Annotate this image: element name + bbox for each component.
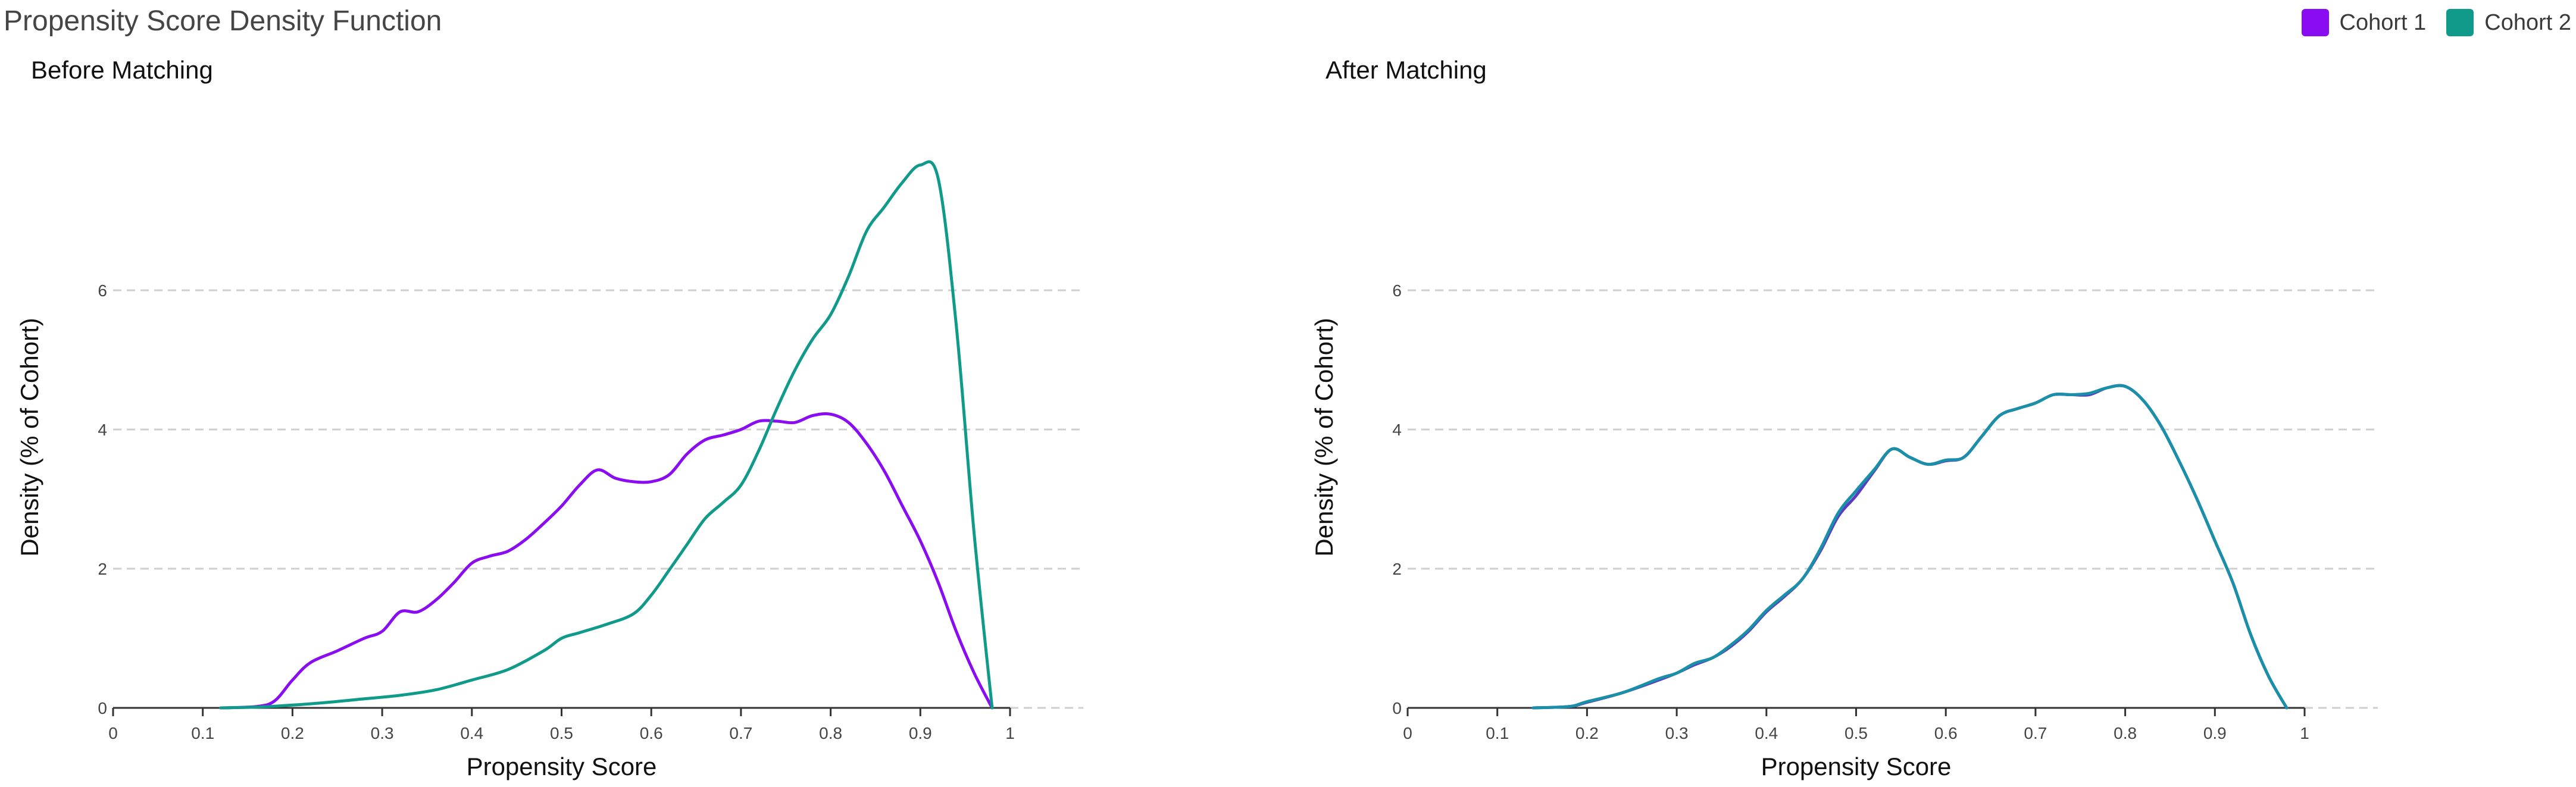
page-title: Propensity Score Density Function bbox=[4, 5, 442, 37]
x-tick-label: 0.7 bbox=[729, 724, 752, 742]
y-axis-title: Density (% of Cohort) bbox=[1310, 318, 1338, 556]
x-tick-label: 0.7 bbox=[2024, 724, 2047, 742]
x-tick-label: 0.3 bbox=[1665, 724, 1689, 742]
y-tick-label: 2 bbox=[1392, 560, 1402, 578]
series-line-cohort-1 bbox=[1531, 384, 2289, 710]
x-tick-label: 1 bbox=[2300, 724, 2309, 742]
x-tick-label: 0.3 bbox=[371, 724, 394, 742]
y-tick-label: 0 bbox=[98, 699, 107, 717]
x-axis-title: Propensity Score bbox=[1761, 752, 1952, 780]
legend: Cohort 1 Cohort 2 bbox=[2301, 5, 2571, 40]
y-tick-label: 0 bbox=[1392, 699, 1402, 717]
legend-label: Cohort 1 bbox=[2339, 10, 2427, 35]
chart-plot: 0 2 4 6 0 0.1 0.2 0.3 0.4 0.5 0.6 0.7 0.8 0.9 1 Propens… bbox=[1310, 281, 2378, 780]
x-axis-title: Propensity Score bbox=[467, 752, 657, 780]
x-tick-label: 0.4 bbox=[1755, 724, 1778, 742]
x-tick-label: 0.6 bbox=[640, 724, 663, 742]
chart-after-matching: After Matching 0 2 4 6 0 0.1 0.2 0.3 0.4 0.5 0.6 0.… bbox=[1295, 0, 2576, 787]
x-tick-label: 0.9 bbox=[909, 724, 932, 742]
x-tick-label: 0.8 bbox=[2114, 724, 2137, 742]
x-tick-label: 0 bbox=[1403, 724, 1412, 742]
y-axis-title: Density (% of Cohort) bbox=[15, 318, 43, 556]
panel-title: After Matching bbox=[1325, 56, 1487, 84]
y-tick-label: 4 bbox=[1392, 421, 1402, 439]
series-line-cohort-2 bbox=[219, 160, 994, 710]
y-tick-label: 6 bbox=[98, 281, 107, 300]
legend-label: Cohort 2 bbox=[2484, 10, 2571, 35]
x-tick-label: 0 bbox=[108, 724, 118, 742]
x-tick-label: 0.8 bbox=[819, 724, 842, 742]
series-line-cohort-1 bbox=[219, 412, 994, 710]
x-tick-label: 0.4 bbox=[460, 724, 483, 742]
x-tick-label: 0.5 bbox=[550, 724, 573, 742]
legend-swatch-cohort-1 bbox=[2301, 9, 2329, 36]
legend-item-cohort-2[interactable]: Cohort 2 bbox=[2446, 9, 2571, 36]
x-tick-label: 0.1 bbox=[191, 724, 214, 742]
y-tick-label: 4 bbox=[98, 421, 107, 439]
x-tick-label: 0.5 bbox=[1845, 724, 1868, 742]
legend-item-cohort-1[interactable]: Cohort 1 bbox=[2301, 9, 2427, 36]
x-tick-label: 0.2 bbox=[1575, 724, 1599, 742]
chart-plot: 0 2 4 6 0 0.1 0.2 0.3 0.4 0.5 0.6 0.7 0.8 0.9 1 Propens… bbox=[15, 160, 1083, 780]
panel-title: Before Matching bbox=[31, 56, 213, 84]
x-tick-label: 0.2 bbox=[281, 724, 304, 742]
series-line-cohort-2 bbox=[1531, 384, 2289, 710]
x-tick-label: 0.9 bbox=[2203, 724, 2227, 742]
y-tick-label: 2 bbox=[98, 560, 107, 578]
x-tick-label: 1 bbox=[1005, 724, 1015, 742]
x-tick-label: 0.6 bbox=[1934, 724, 1958, 742]
legend-swatch-cohort-2 bbox=[2446, 9, 2474, 36]
y-tick-label: 6 bbox=[1392, 281, 1402, 300]
chart-before-matching: Before Matching 0 2 4 6 0 0.1 0.2 0.3 0.4 0.5 0.6 0… bbox=[0, 0, 1286, 787]
x-tick-label: 0.1 bbox=[1486, 724, 1509, 742]
